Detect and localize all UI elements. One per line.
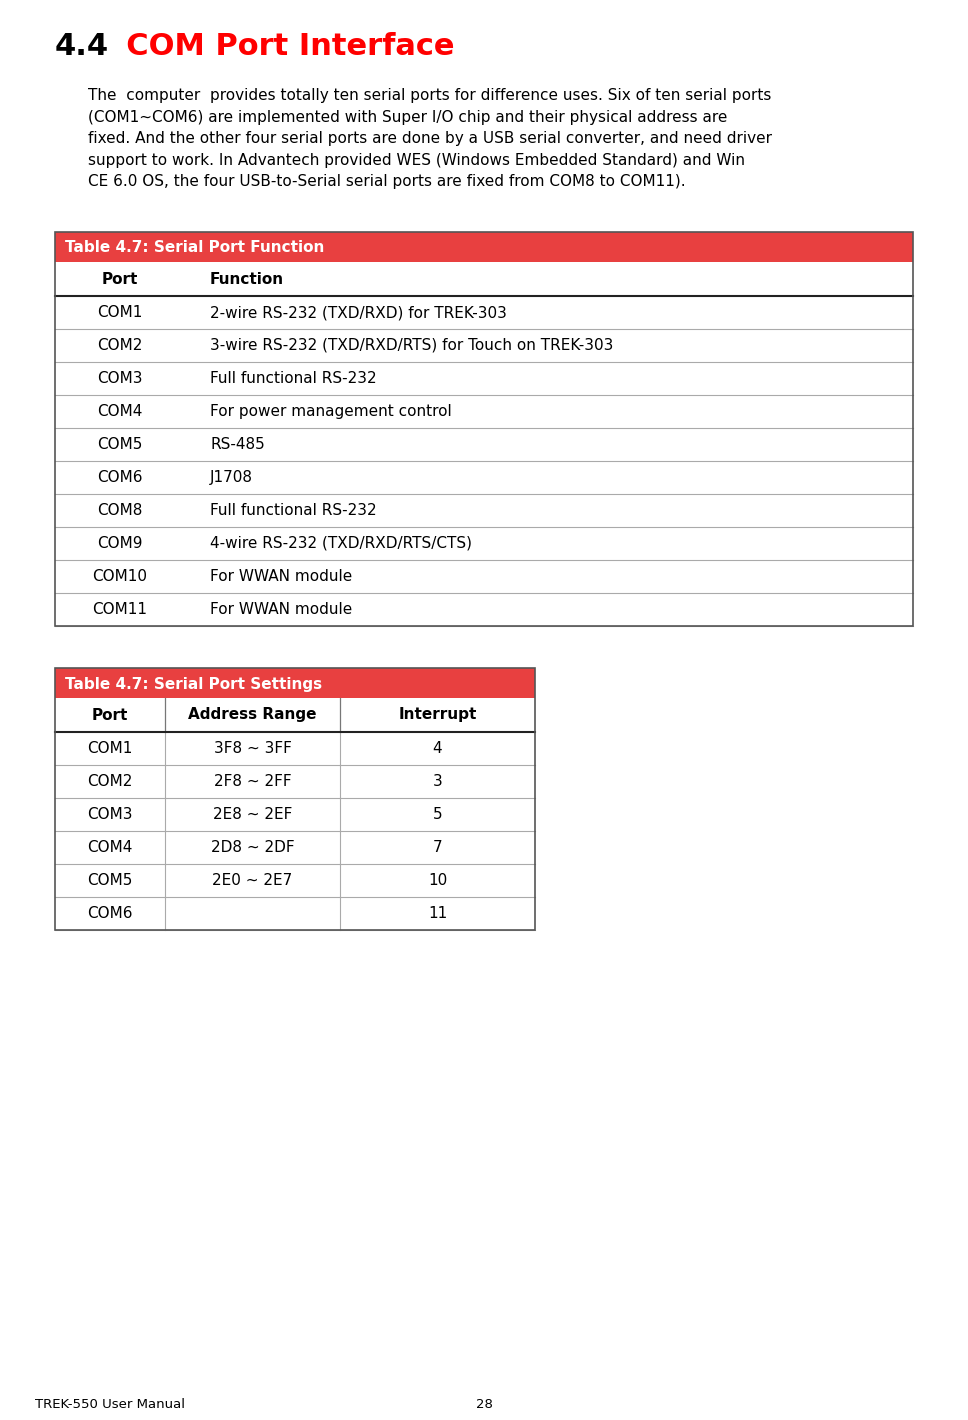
Text: COM4: COM4 [98, 405, 142, 419]
Text: COM5: COM5 [87, 873, 133, 888]
Text: Function: Function [210, 271, 285, 287]
Text: 2D8 ~ 2DF: 2D8 ~ 2DF [211, 841, 294, 855]
Text: COM5: COM5 [98, 437, 142, 452]
Text: COM4: COM4 [87, 841, 133, 855]
Text: COM2: COM2 [87, 774, 133, 790]
Text: COM Port Interface: COM Port Interface [105, 33, 455, 61]
Text: 28: 28 [475, 1399, 493, 1411]
Text: Address Range: Address Range [188, 707, 317, 723]
Bar [55, 231, 913, 263]
Text: 3F8 ~ 3FF: 3F8 ~ 3FF [214, 741, 291, 755]
Text: Port: Port [92, 707, 128, 723]
Text: 3: 3 [433, 774, 442, 790]
Text: 3-wire RS-232 (TXD/RXD/RTS) for Touch on TREK-303: 3-wire RS-232 (TXD/RXD/RTS) for Touch on… [210, 338, 614, 354]
Text: 10: 10 [428, 873, 447, 888]
Text: For WWAN module: For WWAN module [210, 569, 352, 584]
Text: 4.4: 4.4 [55, 33, 109, 61]
Text: COM10: COM10 [93, 569, 147, 584]
Text: Full functional RS-232: Full functional RS-232 [210, 371, 377, 386]
Text: J1708: J1708 [210, 470, 253, 486]
Text: For power management control: For power management control [210, 405, 452, 419]
Text: COM6: COM6 [97, 470, 142, 486]
Text: RS-485: RS-485 [210, 437, 265, 452]
Text: 2-wire RS-232 (TXD/RXD) for TREK-303: 2-wire RS-232 (TXD/RXD) for TREK-303 [210, 305, 507, 320]
Text: 5: 5 [433, 807, 442, 822]
Text: Port: Port [102, 271, 138, 287]
Text: For WWAN module: For WWAN module [210, 602, 352, 618]
Text: Table 4.7: Serial Port Function: Table 4.7: Serial Port Function [65, 240, 324, 256]
Bar [55, 667, 535, 930]
Text: COM2: COM2 [98, 338, 142, 354]
Bar [55, 231, 913, 626]
Text: 2E0 ~ 2E7: 2E0 ~ 2E7 [212, 873, 292, 888]
Text: Full functional RS-232: Full functional RS-232 [210, 503, 377, 518]
Text: TREK-550 User Manual: TREK-550 User Manual [35, 1399, 185, 1411]
Text: 2E8 ~ 2EF: 2E8 ~ 2EF [213, 807, 292, 822]
Text: COM6: COM6 [87, 906, 133, 922]
Text: COM3: COM3 [87, 807, 133, 822]
Text: 11: 11 [428, 906, 447, 922]
Text: COM1: COM1 [87, 741, 133, 755]
Text: COM1: COM1 [98, 305, 142, 320]
Text: The  computer  provides totally ten serial ports for difference uses. Six of ten: The computer provides totally ten serial… [88, 88, 772, 189]
Text: 2F8 ~ 2FF: 2F8 ~ 2FF [214, 774, 291, 790]
Text: Interrupt: Interrupt [398, 707, 476, 723]
Text: COM8: COM8 [98, 503, 142, 518]
Text: COM3: COM3 [97, 371, 142, 386]
Bar [55, 667, 535, 699]
Text: COM9: COM9 [97, 535, 142, 551]
Text: COM11: COM11 [93, 602, 147, 618]
Text: 4-wire RS-232 (TXD/RXD/RTS/CTS): 4-wire RS-232 (TXD/RXD/RTS/CTS) [210, 535, 472, 551]
Text: 4: 4 [433, 741, 442, 755]
Text: 7: 7 [433, 841, 442, 855]
Text: Table 4.7: Serial Port Settings: Table 4.7: Serial Port Settings [65, 676, 322, 692]
